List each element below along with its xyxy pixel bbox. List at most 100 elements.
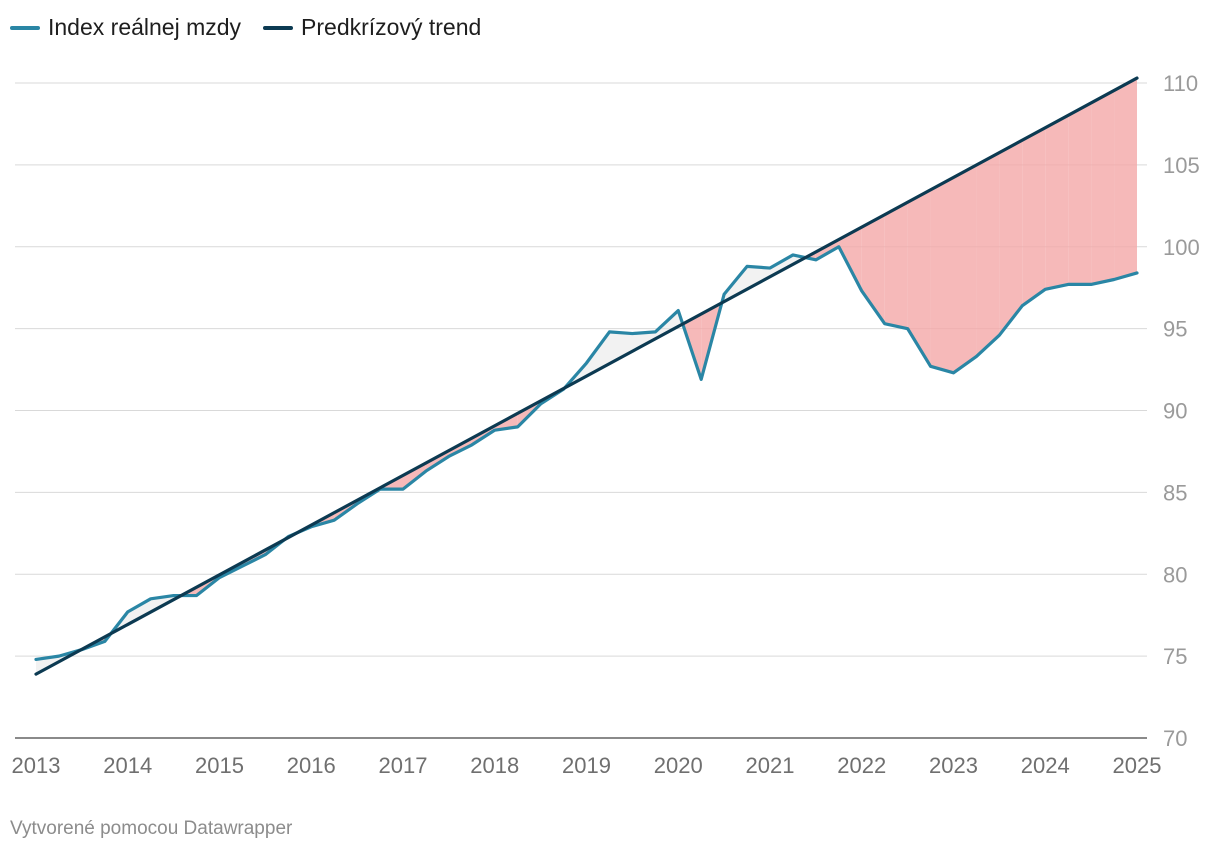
gap-area-below-trend: [884, 202, 908, 329]
data-point-wage-index: [34, 658, 37, 661]
gap-area-below-trend: [1091, 90, 1115, 285]
data-point-wage-index: [126, 610, 129, 613]
data-point-wage-index: [929, 365, 932, 368]
gap-area-below-trend: [1068, 102, 1092, 285]
data-point-wage-index: [562, 388, 565, 391]
data-point-wage-index: [975, 355, 978, 358]
legend-swatch-precrisis-trend: [263, 25, 294, 30]
legend-item-wage-index: Index reálnej mzdy: [10, 14, 241, 41]
legend-item-precrisis-trend: Predkrízový trend: [263, 14, 481, 41]
data-point-wage-index: [952, 371, 955, 374]
series-lines: [34, 76, 1139, 676]
data-point-wage-index: [700, 378, 703, 381]
data-point-wage-index: [631, 332, 634, 335]
gap-area-below-trend: [953, 165, 977, 373]
line-chart: 70 75 80 85 90 95 100 105 110 2013 2014 2015 2016 20…: [12, 71, 1200, 778]
x-tick-label: 2021: [746, 753, 795, 778]
data-point-wage-index: [585, 361, 588, 364]
y-tick-label: 90: [1163, 399, 1187, 424]
x-tick-label: 2014: [103, 753, 152, 778]
data-point-wage-index: [837, 245, 840, 248]
data-point-wage-index: [1067, 283, 1070, 286]
data-point-wage-index: [883, 322, 886, 325]
data-point-wage-index: [195, 594, 198, 597]
gap-area-above-trend: [770, 254, 793, 277]
data-point-wage-index: [310, 525, 313, 528]
data-point-wage-index: [791, 253, 794, 256]
data-point-wage-index: [998, 334, 1001, 337]
x-tick-label: 2023: [929, 753, 978, 778]
gap-area-below-trend: [907, 189, 931, 367]
data-point-wage-index: [677, 309, 680, 312]
gap-area-below-trend: [930, 177, 954, 373]
x-tick-label: 2018: [470, 753, 519, 778]
data-point-wage-index: [860, 289, 863, 292]
y-axis-ticks: 70 75 80 85 90 95 100 105 110: [1163, 71, 1200, 751]
series-line-wage-index: [34, 245, 1139, 662]
data-point-wage-index: [401, 488, 404, 491]
legend: Index reálnej mzdy Predkrízový trend: [10, 14, 481, 41]
data-point-wage-index: [1021, 304, 1024, 307]
data-point-wage-index: [264, 553, 267, 556]
data-point-wage-index: [493, 429, 496, 432]
gap-area-below-trend: [838, 227, 862, 291]
x-tick-label: 2024: [1021, 753, 1070, 778]
data-point-wage-index: [356, 502, 359, 505]
legend-label-wage-index: Index reálnej mzdy: [48, 14, 242, 40]
data-point-wage-index: [768, 266, 771, 269]
gap-area-above-trend: [747, 266, 770, 290]
y-tick-label: 95: [1163, 317, 1187, 342]
data-point-wage-index: [103, 640, 106, 643]
y-tick-label: 110: [1163, 71, 1198, 96]
legend-label-precrisis-trend: Predkrízový trend: [301, 14, 482, 40]
data-point-wage-index: [1090, 283, 1093, 286]
data-point-wage-index: [906, 327, 909, 330]
data-point-wage-index: [470, 443, 473, 446]
x-tick-label: 2017: [379, 753, 428, 778]
footer-credit: Vytvorené pomocou Datawrapper: [10, 818, 293, 839]
y-tick-label: 105: [1163, 153, 1200, 178]
data-point-wage-index: [172, 594, 175, 597]
gap-area-above-trend: [127, 598, 151, 625]
data-point-wage-index: [447, 455, 450, 458]
gap-area-below-trend: [1114, 78, 1137, 280]
y-tick-label: 85: [1163, 480, 1187, 505]
y-tick-label: 80: [1163, 562, 1187, 587]
x-tick-label: 2022: [837, 753, 886, 778]
data-point-wage-index: [424, 469, 427, 472]
data-point-wage-index: [539, 402, 542, 405]
gap-area-below-trend: [976, 152, 1000, 357]
data-point-wage-index: [814, 258, 817, 261]
x-axis-ticks: 2013 2014 2015 2016 2017 2018 2019 2020 2021 2022…: [12, 753, 1162, 778]
gap-area-below-trend: [1045, 115, 1069, 290]
data-point-wage-index: [57, 655, 60, 658]
x-tick-label: 2025: [1113, 753, 1162, 778]
data-point-wage-index: [654, 330, 657, 333]
y-tick-label: 75: [1163, 644, 1187, 669]
data-point-wage-index: [218, 576, 221, 579]
gap-area-below-trend: [1022, 127, 1046, 306]
x-tick-label: 2015: [195, 753, 244, 778]
data-point-wage-index: [745, 265, 748, 268]
data-point-wage-index: [378, 488, 381, 491]
x-tick-label: 2016: [287, 753, 336, 778]
y-tick-label: 100: [1163, 235, 1200, 260]
data-point-wage-index: [80, 648, 83, 651]
gap-area-below-trend: [999, 140, 1023, 336]
series-line-precrisis-trend: [34, 76, 1139, 676]
data-point-wage-index: [287, 535, 290, 538]
data-point-wage-index: [723, 293, 726, 296]
data-point-wage-index: [516, 425, 519, 428]
gap-area-above-trend: [609, 331, 633, 364]
data-point-wage-index: [333, 519, 336, 522]
legend-swatch-wage-index: [10, 25, 40, 30]
data-point-wage-index: [1135, 271, 1138, 274]
data-point-wage-index: [149, 597, 152, 600]
data-point-wage-index: [241, 564, 244, 567]
y-tick-label: 70: [1163, 726, 1187, 751]
data-point-wage-index: [608, 330, 611, 333]
data-point-wage-index: [1112, 278, 1115, 281]
x-tick-label: 2013: [12, 753, 61, 778]
data-point-wage-index: [1044, 288, 1047, 291]
x-tick-label: 2019: [562, 753, 611, 778]
